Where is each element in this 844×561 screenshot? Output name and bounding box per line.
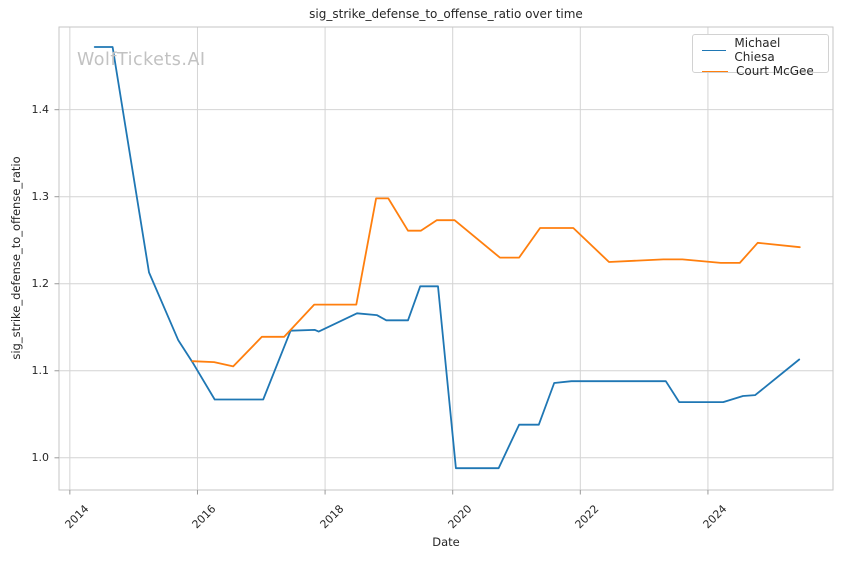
legend-line-swatch-blue [702, 49, 727, 51]
y-tick-label-1.4: 1.4 [31, 102, 50, 116]
legend: Michael Chiesa Court McGee [692, 34, 829, 78]
chart-title: sig_strike_defense_to_offense_ratio over… [309, 7, 583, 21]
watermark: WolfTickets.AI [77, 50, 206, 70]
series-line-michael-chiesa [93, 46, 801, 470]
y-tick-label-1.2: 1.2 [31, 276, 50, 290]
y-tick-label-1.1: 1.1 [31, 363, 50, 377]
x-axis-label: Date [432, 535, 460, 549]
y-axis-label: sig_strike_defense_to_offense_ratio [9, 156, 23, 360]
legend-item-court-mcgee: Court McGee [693, 64, 828, 78]
legend-label: Court McGee [736, 64, 814, 78]
y-tick-label-1.3: 1.3 [31, 189, 50, 203]
y-tick-label-1.0: 1.0 [31, 450, 50, 464]
legend-label: Michael Chiesa [734, 36, 781, 64]
series-line-court-mcgee [191, 197, 801, 368]
axes-frame [58, 26, 834, 491]
legend-item-michael-chiesa: Michael Chiesa [693, 36, 828, 64]
legend-line-swatch-orange [702, 70, 728, 72]
